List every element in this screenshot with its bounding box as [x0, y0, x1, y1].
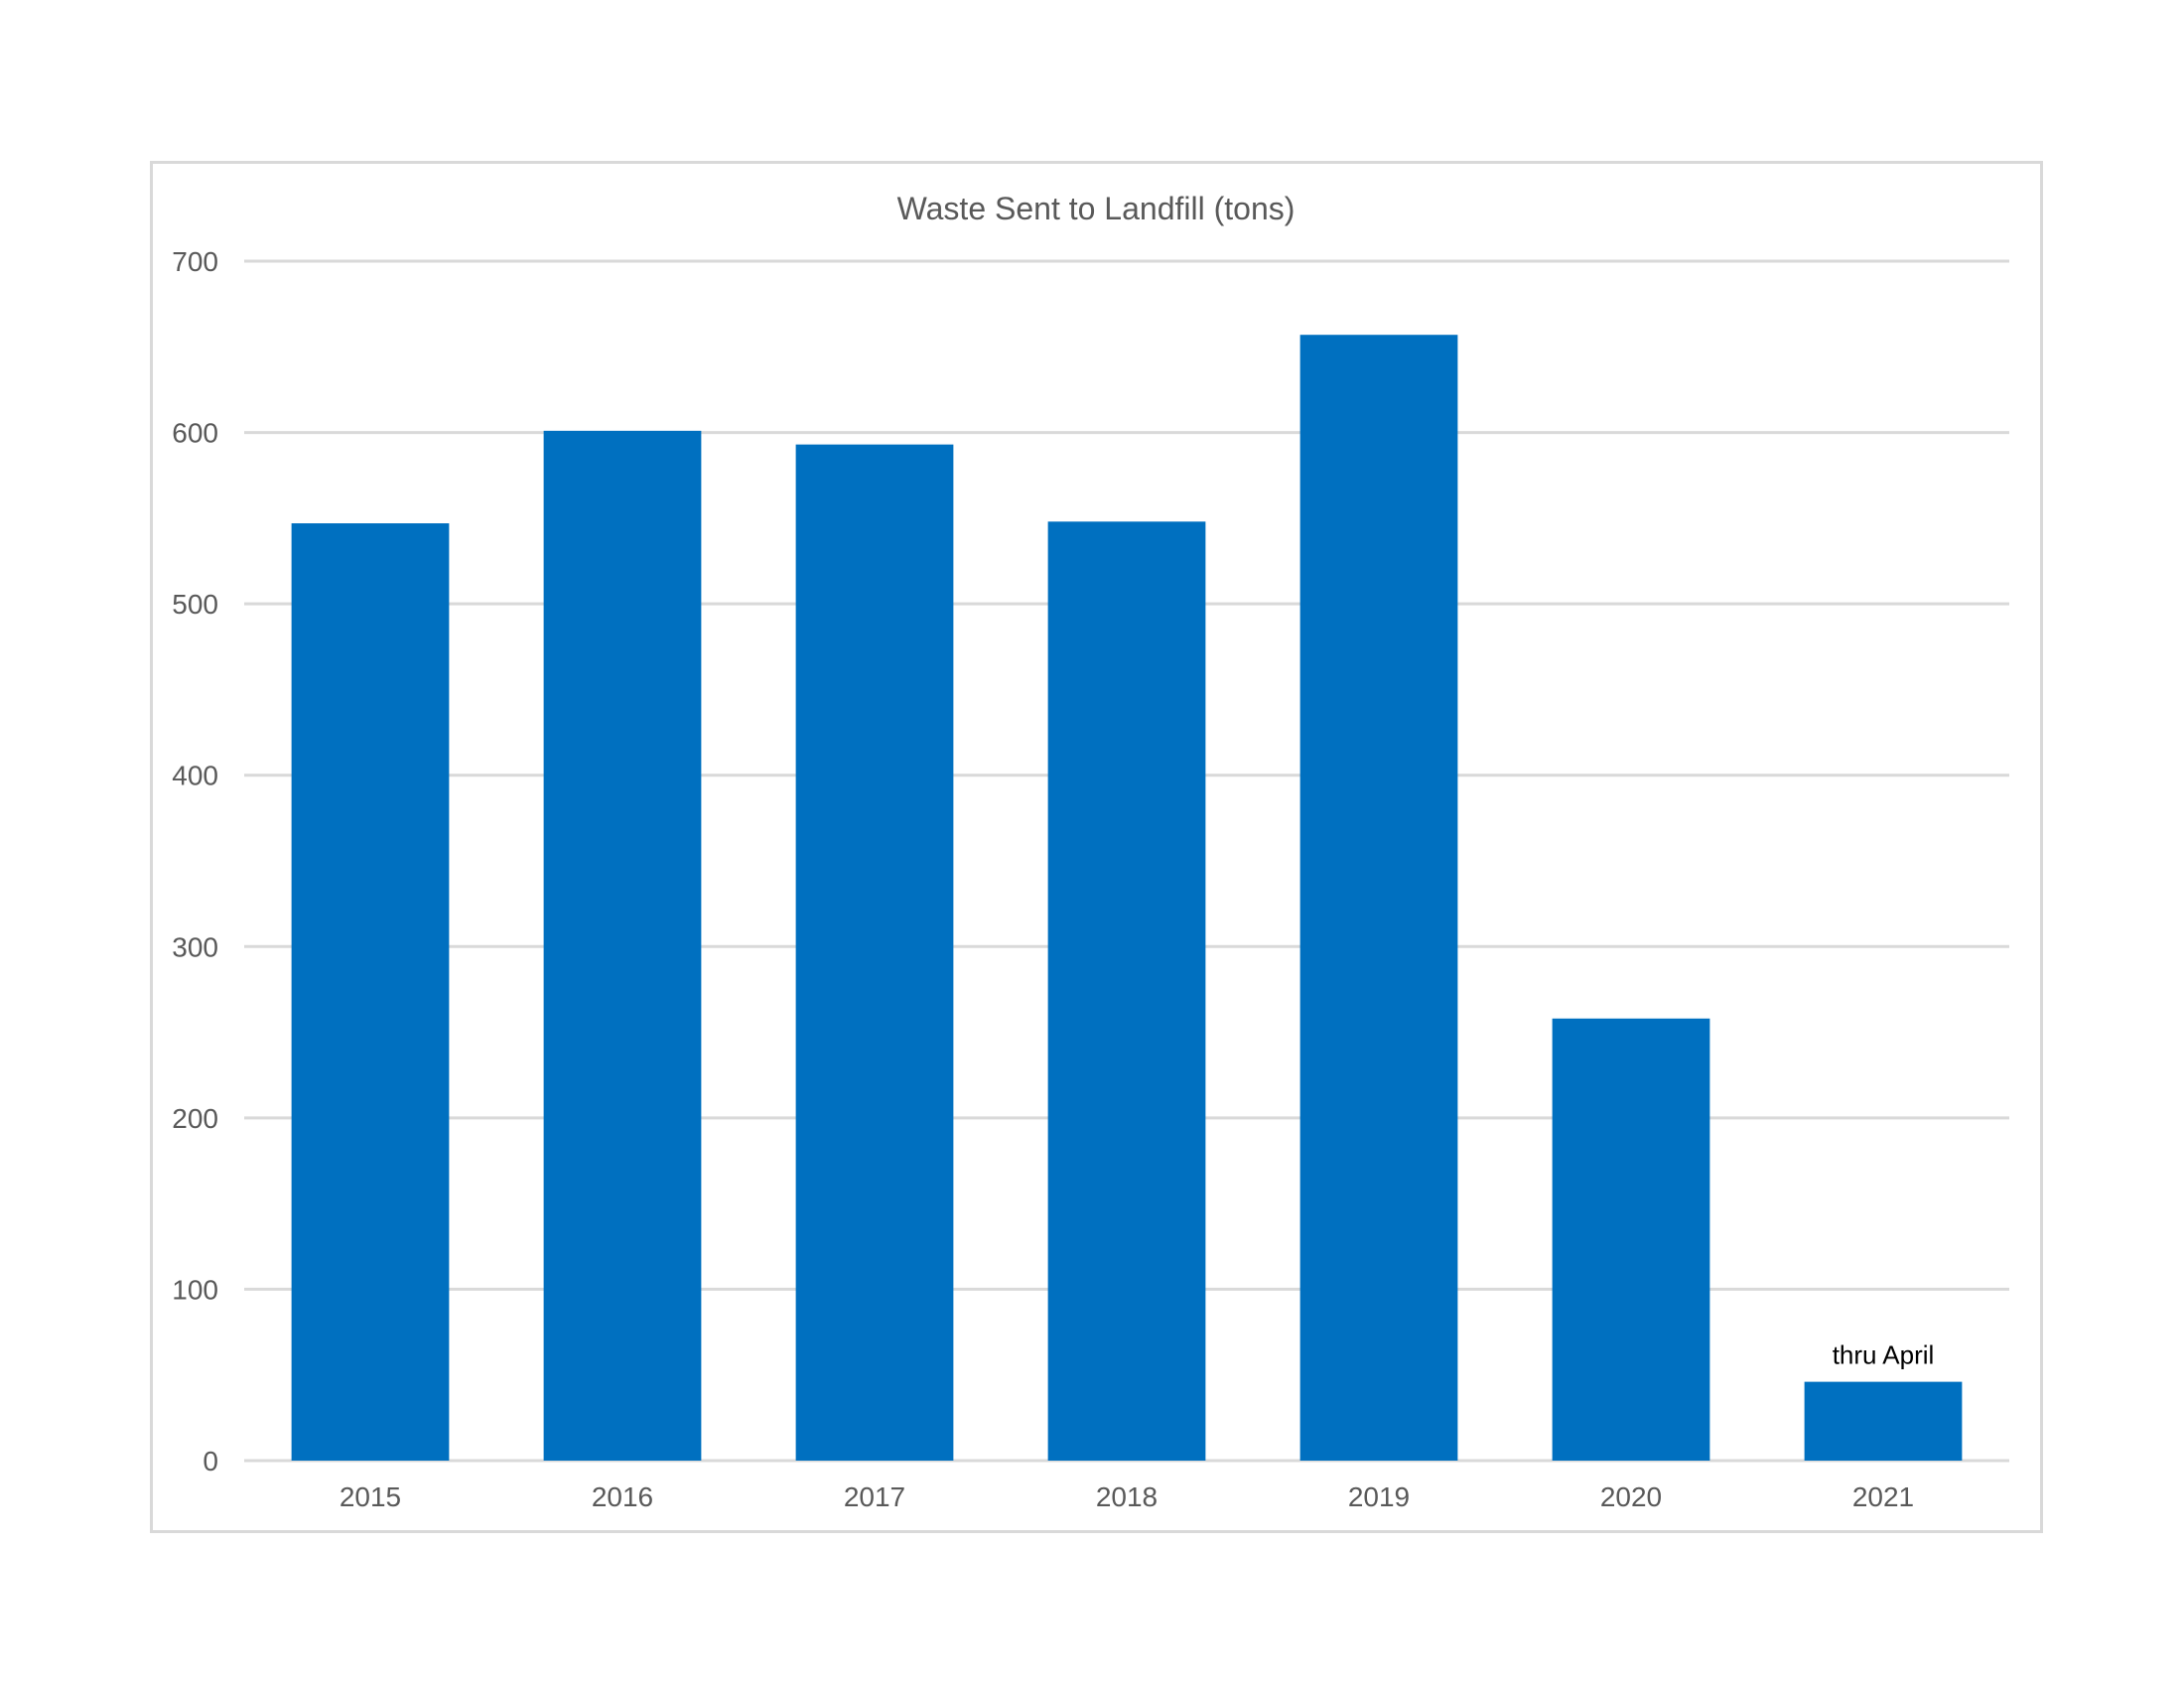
y-tick-label: 700 — [172, 246, 218, 277]
bar-2015 — [291, 523, 450, 1461]
chart-frame: Waste Sent to Landfill (tons) 0 100 200 300… — [150, 161, 2043, 1533]
x-tick-label: 2019 — [1348, 1481, 1410, 1512]
x-tick-label: 2017 — [844, 1481, 905, 1512]
y-tick-label: 500 — [172, 589, 218, 620]
x-tick-label: 2020 — [1600, 1481, 1662, 1512]
x-tick-label: 2018 — [1096, 1481, 1158, 1512]
annotation-label: thru April — [1833, 1340, 1935, 1370]
x-tick-label: 2015 — [340, 1481, 401, 1512]
annotations: thru April — [1833, 1340, 1935, 1370]
bar-2019 — [1299, 335, 1458, 1462]
x-tick-label: 2016 — [592, 1481, 653, 1512]
bar-2016 — [543, 430, 702, 1461]
bars — [291, 335, 1963, 1462]
bar-2021 — [1804, 1381, 1963, 1461]
bar-2020 — [1552, 1018, 1710, 1461]
chart-title: Waste Sent to Landfill (tons) — [897, 191, 1296, 226]
y-tick-label: 600 — [172, 418, 218, 449]
bar-chart: Waste Sent to Landfill (tons) 0 100 200 300… — [172, 191, 2009, 1512]
y-tick-label: 0 — [203, 1446, 218, 1477]
y-tick-label: 300 — [172, 931, 218, 962]
y-tick-label: 200 — [172, 1103, 218, 1134]
y-axis-ticks: 0 100 200 300 400 500 600 700 — [172, 246, 218, 1477]
y-tick-label: 400 — [172, 761, 218, 791]
y-tick-label: 100 — [172, 1274, 218, 1305]
bar-2017 — [795, 444, 954, 1461]
x-tick-label: 2021 — [1852, 1481, 1914, 1512]
x-axis-ticks: 2015 2016 2017 2018 2019 2020 2021 — [340, 1481, 1914, 1512]
bar-2018 — [1047, 521, 1206, 1461]
